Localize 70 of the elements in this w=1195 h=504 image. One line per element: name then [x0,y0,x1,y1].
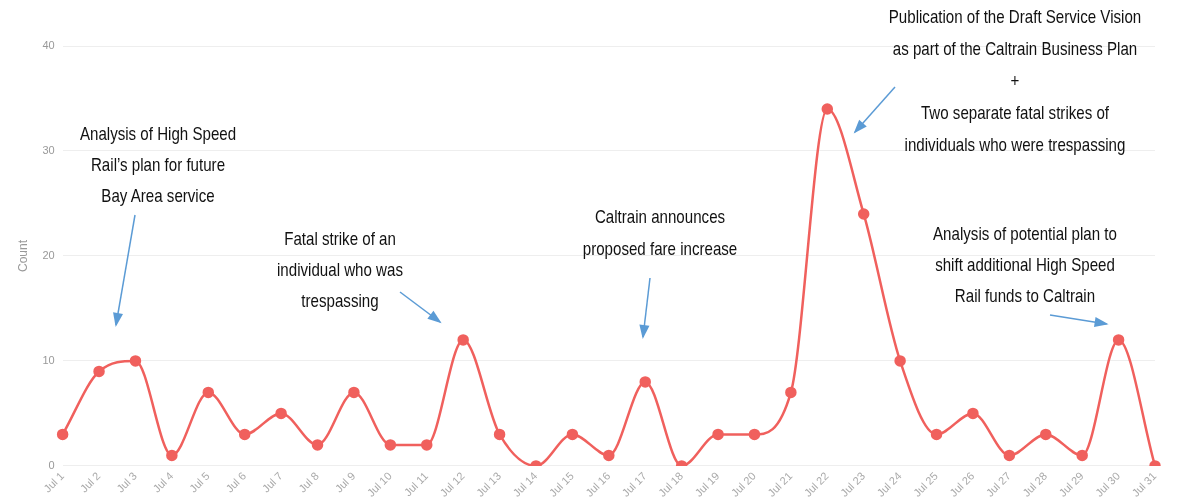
point [348,386,360,399]
annotation: Analysis of potential plan to shift additional High Speed Rail funds to Caltrain [933,223,1117,307]
y-tick-label: 0 [48,458,55,471]
annotation: Analysis of High Speed Rail’s plan for future Bay Area service [79,123,237,207]
x-tick-label: Jul 15 [546,469,576,499]
point [1040,428,1052,441]
x-tick-label: Jul 13 [473,469,504,499]
x-tick-label: Jul 25 [910,469,941,499]
point [748,428,761,441]
x-tick-label: Jul 24 [874,469,904,499]
point [238,428,251,441]
point [1003,449,1016,462]
x-tick-label: Jul 3 [114,469,140,495]
point [639,376,651,388]
x-tick-label: Jul 7 [259,469,285,495]
point [712,428,724,441]
point [275,407,287,420]
point [821,103,834,115]
annotation: Caltrain announces proposed fare increase [582,206,738,260]
y-tick-label: 40 [42,39,55,52]
x-tick-label: Jul 19 [692,469,722,499]
x-tick-label: Jul 5 [186,469,212,495]
point [384,439,397,451]
x-tick-label: Jul 1 [41,469,67,495]
x-tick-label: Jul 8 [296,469,322,495]
x-tick-label: Jul 11 [401,469,431,499]
x-tick-label: Jul 6 [223,469,249,495]
x-tick-label: Jul 12 [437,469,467,499]
y-tick-label: 10 [42,353,55,366]
point [129,355,142,367]
point [894,355,906,367]
point [421,439,433,451]
x-tick-label: Jul 27 [983,469,1013,499]
x-tick-label: Jul 31 [1129,469,1159,499]
point [166,449,178,462]
point [202,386,215,399]
x-tick-label: Jul 29 [1056,469,1086,499]
point [1076,449,1088,462]
point [311,439,324,451]
x-tick-label: Jul 17 [619,469,649,499]
x-tick-label: Jul 10 [364,469,394,499]
point [56,428,69,441]
point [566,428,579,441]
x-tick-label: Jul 30 [1092,469,1123,499]
point [930,428,943,441]
x-tick-label: Jul 16 [583,469,613,499]
x-tick-label: Jul 23 [838,469,868,499]
y-tick-label: 20 [42,248,55,261]
x-tick-label: Jul 9 [332,469,358,495]
x-tick-label: Jul 21 [765,469,795,499]
point [603,449,615,462]
point [1112,334,1125,346]
x-tick-label: Jul 20 [728,469,759,499]
x-tick-label: Jul 4 [150,469,176,495]
point [493,428,506,441]
annotation: Publication of the Draft Service Vision as part of the Caltrain Business Plan + Two separate fatal strikes of individuals who were trespassing [888,6,1142,156]
x-tick-label: Jul 26 [947,469,977,499]
point [967,407,979,420]
y-tick-label: 30 [42,144,55,157]
x-tick-label: Jul 28 [1020,469,1050,499]
x-tick-label: Jul 18 [655,469,686,499]
x-tick-label: Jul 22 [801,469,831,499]
y-axis-title: Count [15,239,30,272]
x-tick-label: Jul 14 [510,469,540,499]
point [857,208,870,220]
point [785,386,797,399]
x-tick-label: Jul 2 [77,469,103,495]
point [93,365,105,378]
point [457,334,469,346]
annotation: Fatal strike of an individual who was trespassing [277,228,403,312]
